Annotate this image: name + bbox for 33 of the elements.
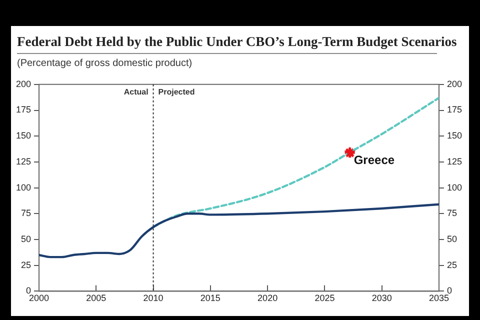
y2-tick-label: 200 xyxy=(446,78,462,89)
y-tick-label: 200 xyxy=(16,78,32,89)
x-tick-label: 2010 xyxy=(143,293,164,304)
y-tick-label: 50 xyxy=(21,234,32,244)
annotation: Actual xyxy=(124,88,148,97)
x-tick-label: 2035 xyxy=(428,293,449,304)
y-tick-label: 25 xyxy=(21,260,32,270)
line-series xyxy=(39,203,439,258)
y-tick-label: 175 xyxy=(16,104,32,115)
y2-tick-label: 50 xyxy=(446,234,457,244)
x-tick-label: 2020 xyxy=(258,293,278,304)
annotation: Projected xyxy=(158,88,195,97)
y-tick-label: 100 xyxy=(16,182,32,192)
y2-tick-label: 125 xyxy=(446,156,462,166)
y2-tick-label: 25 xyxy=(446,260,457,270)
chart-title: Federal Debt Held by the Public Under CBO’s Long-Term Budget Scenarios xyxy=(17,34,457,51)
x-tick-label: 2025 xyxy=(314,293,335,304)
y2-tick-label: 175 xyxy=(446,104,462,115)
y2-tick-label: 150 xyxy=(446,130,462,141)
y2-tick-label: 100 xyxy=(446,182,462,192)
x-tick-label: 2005 xyxy=(86,293,106,304)
y2-tick-label: 0 xyxy=(446,286,452,296)
chart-subtitle: (Percentage of gross domestic product) xyxy=(17,58,194,69)
y-tick-label: 0 xyxy=(26,286,32,296)
x-tick-label: 2000 xyxy=(29,293,50,304)
x-tick-label: 2030 xyxy=(372,293,392,304)
line-series xyxy=(152,96,439,228)
y-tick-label: 125 xyxy=(16,156,32,166)
y-tick-label: 75 xyxy=(21,208,32,218)
y-tick-label: 150 xyxy=(16,130,32,141)
y2-tick-label: 75 xyxy=(446,208,457,218)
series-label: Greece xyxy=(354,152,395,167)
x-tick-label: 2015 xyxy=(200,293,220,304)
